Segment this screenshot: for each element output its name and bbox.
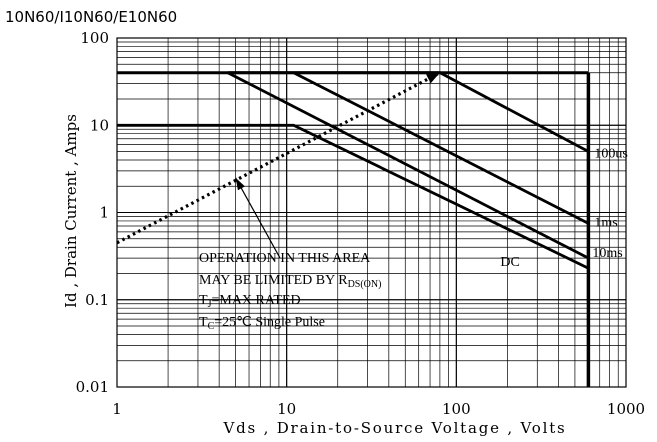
chart-title: 10N60/I10N60/E10N60 [5, 8, 177, 26]
rds-on-limit-line [116, 71, 441, 245]
series-line-1ms [293, 71, 590, 225]
y-tick-label: 0.1 [85, 291, 109, 309]
annotation-tj-text: =MAX RATED [211, 293, 300, 308]
series-line-10ms [227, 71, 590, 260]
series-label-1ms: 1ms [594, 215, 617, 230]
annotation-tc-text: =25℃ Single Pulse [214, 315, 325, 330]
x-tick-label: 100 [442, 400, 471, 418]
annotation-arrowhead [235, 177, 245, 191]
annotation-tj-letter: T [199, 293, 208, 308]
y-axis-label: Id , Drain Current , Amps [62, 114, 80, 308]
annotation: OPERATION IN THIS AREA MAY BE LIMITED BY… [199, 251, 381, 332]
annotation-line-4: TC=25℃ Single Pulse [199, 315, 325, 332]
annotation-line-3: TJ=MAX RATED [199, 293, 301, 310]
annotation-tj-subscript: J [208, 299, 212, 310]
x-tick-label: 10 [277, 400, 296, 418]
series-line-100us [227, 71, 590, 153]
rds-on-arrowhead [426, 72, 440, 84]
annotation-tc-subscript: C [208, 321, 215, 332]
grid [116, 37, 627, 388]
y-tick-label: 100 [80, 29, 109, 47]
plot-frame [116, 37, 627, 388]
annotation-line-2: MAY BE LIMITED BY RDS(ON) [199, 273, 381, 290]
series-label-dc: DC [500, 255, 519, 270]
annotation-line-1: OPERATION IN THIS AREA [199, 251, 371, 266]
x-tick-label: 1 [112, 400, 122, 418]
annotation-arrow-line [235, 177, 281, 259]
annotation-rds-subscript: DS(ON) [348, 279, 382, 290]
y-tick-label: 10 [90, 116, 109, 134]
annotation-tc-letter: T [199, 315, 208, 330]
x-axis-label: Vds , Drain-to-Source Voltage , Volts [222, 419, 566, 437]
series-label-100us: 100us [594, 147, 627, 162]
series-line-dc [117, 123, 590, 270]
annotation-line-2-text: MAY BE LIMITED BY R [199, 273, 348, 288]
y-tick-label: 1 [99, 204, 109, 222]
series-label-10ms: 10ms [592, 246, 622, 261]
curves [116, 71, 591, 387]
y-tick-label: 0.01 [76, 378, 109, 396]
curve-labels: 100us 1ms 10ms DC [500, 147, 627, 271]
tick-labels: 1 10 100 1000 100 10 1 0.1 0.01 [76, 29, 646, 418]
x-tick-label: 1000 [607, 400, 645, 418]
